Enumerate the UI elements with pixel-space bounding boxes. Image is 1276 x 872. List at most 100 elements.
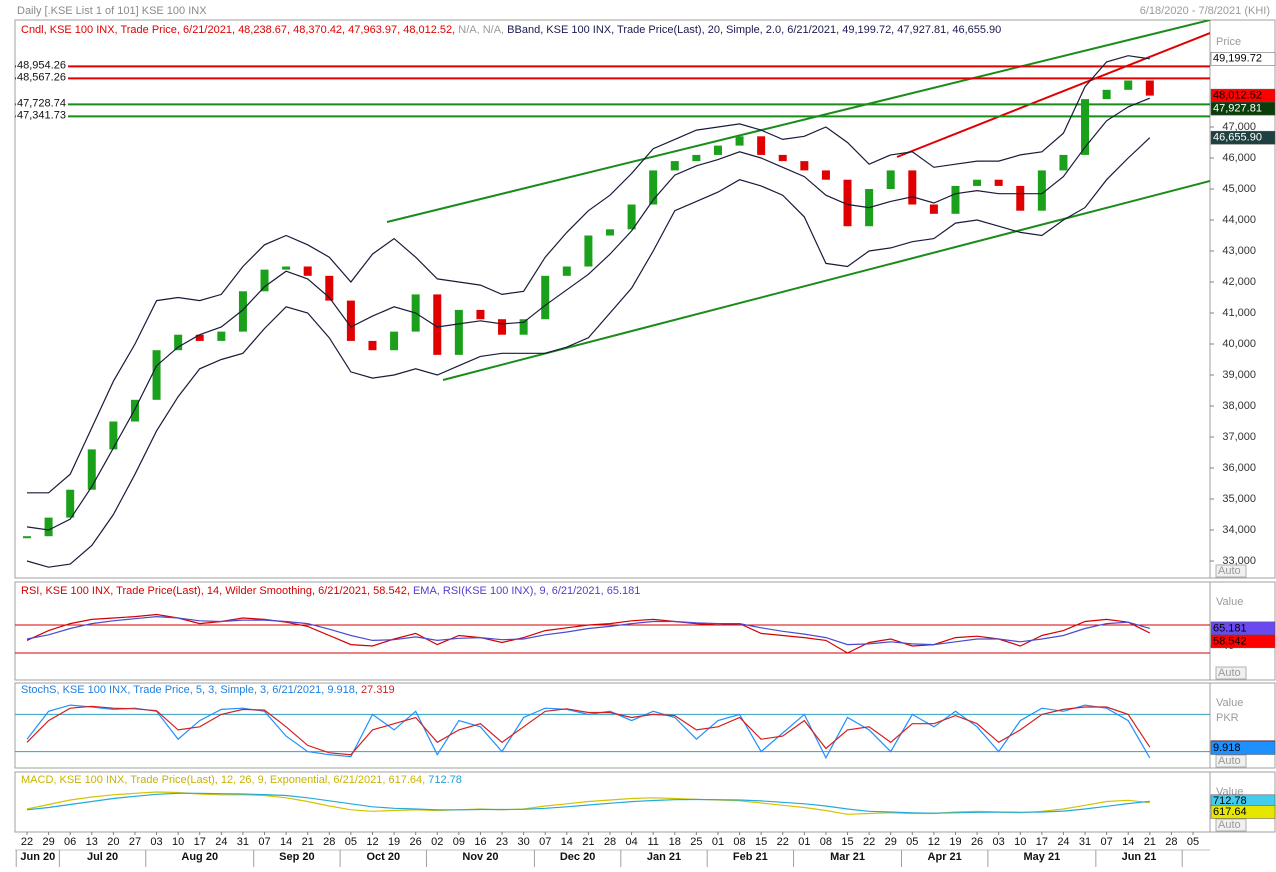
month-label: Mar 21 [830,851,865,863]
x-tick-label: 08 [820,836,832,848]
candle [66,489,75,518]
x-tick-label: 07 [258,836,270,848]
level-label: 48,567.26 [17,71,66,83]
candle [1081,99,1090,155]
x-tick-label: 25 [690,836,702,848]
candle [23,536,31,539]
candle [757,136,766,155]
candle [303,266,312,276]
month-label: Dec 20 [560,851,595,863]
x-tick-label: 07 [1101,836,1113,848]
candle [606,229,614,236]
plot-area [15,613,1210,654]
x-tick-label: 02 [431,836,443,848]
scale-mode[interactable]: Auto [1218,755,1241,767]
panel-frame [14,682,1276,769]
x-tick-label: 31 [1079,836,1091,848]
x-tick-label: 15 [841,836,853,848]
candle [519,319,528,335]
x-tick-label: 09 [453,836,465,848]
y-tick-label: 33,000 [1222,555,1256,567]
x-tick-label: 03 [150,836,162,848]
window-title: Daily [.KSE List 1 of 101] KSE 100 INX [17,5,207,17]
y-tick-label: 34,000 [1222,524,1256,536]
level-label-bg [16,72,68,84]
x-tick-label: 14 [280,836,292,848]
plot-area [15,704,1210,760]
month-label: Aug 20 [181,851,218,863]
y-tick-label: 43,000 [1222,245,1256,257]
y-tick-label: 41,000 [1222,307,1256,319]
legend-part: BBand, KSE 100 INX, Trade Price(Last), 2… [507,24,1001,36]
x-tick-label: 20 [107,836,119,848]
x-tick-label: 21 [582,836,594,848]
month-label: May 21 [1024,851,1061,863]
date-range: 6/18/2020 - 7/8/2021 (KHI) [1140,5,1270,17]
y-tick-label: 45,000 [1222,183,1256,195]
y-tick-label: 40,000 [1222,338,1256,350]
candle [390,331,399,351]
level-label: 47,728.74 [17,97,66,109]
panel-frame [14,19,1276,579]
month-label: Jan 21 [647,851,681,863]
channel-upper [386,20,1210,223]
scale-mode-box [1215,666,1247,680]
candle [1037,170,1046,211]
candle [152,350,161,400]
value-tag-bg [1210,634,1276,649]
series-line [26,792,1150,814]
scale-mode[interactable]: Auto [1218,565,1241,577]
plot-area [26,791,1150,815]
level-label: 47,341.73 [17,109,66,121]
value-tag: 9.918 [1213,742,1241,754]
candle [44,517,53,537]
y-tick-label: 46,000 [1222,152,1256,164]
candle [670,161,679,171]
scale-mode[interactable]: Auto [1218,819,1241,831]
x-tick-label: 22 [21,836,33,848]
x-tick-label: 31 [237,836,249,848]
candle [174,334,183,351]
candle [1016,185,1025,211]
x-tick-label: 14 [561,836,573,848]
x-tick-label: 14 [1122,836,1134,848]
x-tick-label: 12 [366,836,378,848]
month-label: Jul 20 [87,851,118,863]
legend-part: 712.78 [428,774,462,786]
x-tick-label: 05 [345,836,357,848]
x-tick-label: 28 [604,836,616,848]
candle [951,185,960,214]
x-tick-label: 24 [215,836,227,848]
x-tick-label: 16 [474,836,486,848]
x-tick-label: 19 [949,836,961,848]
x-tick-label: 10 [1014,836,1026,848]
x-tick-label: 29 [42,836,54,848]
candle [238,291,247,332]
y-tick-label: 36,000 [1222,462,1256,474]
x-tick-label: 04 [625,836,637,848]
month-label: Nov 20 [462,851,498,863]
scale-mode[interactable]: Auto [1218,667,1241,679]
candle [498,319,507,335]
axis-title: Price [1216,36,1241,48]
y-tick-label: 35,000 [1222,493,1256,505]
x-tick-label: 17 [194,836,206,848]
candle [1059,154,1068,171]
series-line [26,705,1151,756]
candle [1124,80,1133,90]
series-line [27,55,1150,494]
candle [282,266,291,270]
candle [433,294,442,355]
candle [368,340,377,351]
x-tick-label: 15 [755,836,767,848]
panel-legend: StochS, KSE 100 INX, Trade Price, 5, 3, … [21,684,395,696]
x-tick-label: 21 [1144,836,1156,848]
panel-legend: MACD, KSE 100 INX, Trade Price(Last), 12… [21,774,462,786]
value-tag: 65.181 [1213,622,1247,634]
month-label: Oct 20 [366,851,400,863]
value-tag: 58.542 [1213,635,1247,647]
candle [195,334,204,341]
x-tick-label: 28 [1165,836,1177,848]
candle [476,309,485,320]
